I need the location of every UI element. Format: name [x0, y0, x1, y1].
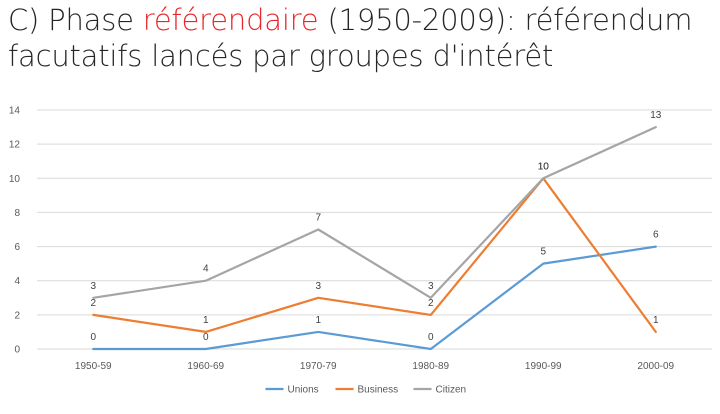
slide-title: C) Phase référendaire (1950-2009): référ…	[8, 2, 714, 74]
title-suffix: (1950-2009): référendum	[318, 3, 693, 37]
y-tick-label-10: 10	[9, 174, 21, 185]
data-label-unions-1960-69: 0	[203, 332, 209, 343]
x-tick-label-1980-89: 1980-89	[412, 361, 449, 372]
data-label-business-1970-79: 3	[315, 281, 321, 292]
y-tick-label-14: 14	[9, 106, 21, 117]
data-label-business-1980-89: 2	[428, 298, 434, 309]
data-label-citizen-1950-59: 3	[90, 281, 96, 292]
legend-label-citizen: Citizen	[436, 385, 467, 396]
legend-label-business: Business	[358, 385, 399, 396]
y-tick-label-4: 4	[14, 276, 20, 287]
data-label-citizen-1980-89: 3	[428, 281, 434, 292]
y-tick-label-2: 2	[14, 310, 20, 321]
data-label-business-2000-09: 1	[653, 315, 659, 326]
title-line-1: C) Phase référendaire (1950-2009): référ…	[8, 2, 714, 38]
data-label-unions-1990-99: 5	[540, 247, 546, 258]
data-label-unions-2000-09: 6	[653, 230, 659, 241]
data-label-citizen-1960-69: 4	[203, 264, 209, 275]
series-line-citizen	[92, 125, 657, 299]
x-tick-label-1960-69: 1960-69	[187, 361, 224, 372]
data-label-citizen-1970-79: 7	[315, 213, 321, 224]
data-label-business-1990-99: 10	[538, 161, 550, 172]
y-tick-label-8: 8	[14, 208, 20, 219]
data-label-citizen-1990-99: 10	[538, 161, 550, 172]
y-tick-label-12: 12	[9, 140, 21, 151]
y-tick-label-0: 0	[14, 345, 20, 356]
data-label-citizen-2000-09: 13	[650, 110, 662, 121]
series-line-business	[92, 177, 657, 333]
x-tick-label-2000-09: 2000-09	[637, 361, 674, 372]
title-highlight: référendaire	[142, 3, 319, 37]
data-label-unions-1980-89: 0	[428, 332, 434, 343]
x-tick-label-1950-59: 1950-59	[75, 361, 112, 372]
title-prefix: C) Phase	[8, 3, 143, 37]
data-label-unions-1950-59: 0	[90, 332, 96, 343]
y-tick-label-6: 6	[14, 242, 20, 253]
data-label-unions-1970-79: 1	[315, 315, 321, 326]
series-line-unions	[92, 245, 657, 351]
x-tick-label-1990-99: 1990-99	[525, 361, 562, 372]
data-label-business-1950-59: 2	[90, 298, 96, 309]
legend-label-unions: Unions	[288, 385, 319, 396]
title-line-2: facutatifs lancés par groupes d'intérêt	[8, 39, 554, 73]
x-tick-label-1970-79: 1970-79	[300, 361, 337, 372]
data-label-business-1960-69: 1	[203, 315, 209, 326]
